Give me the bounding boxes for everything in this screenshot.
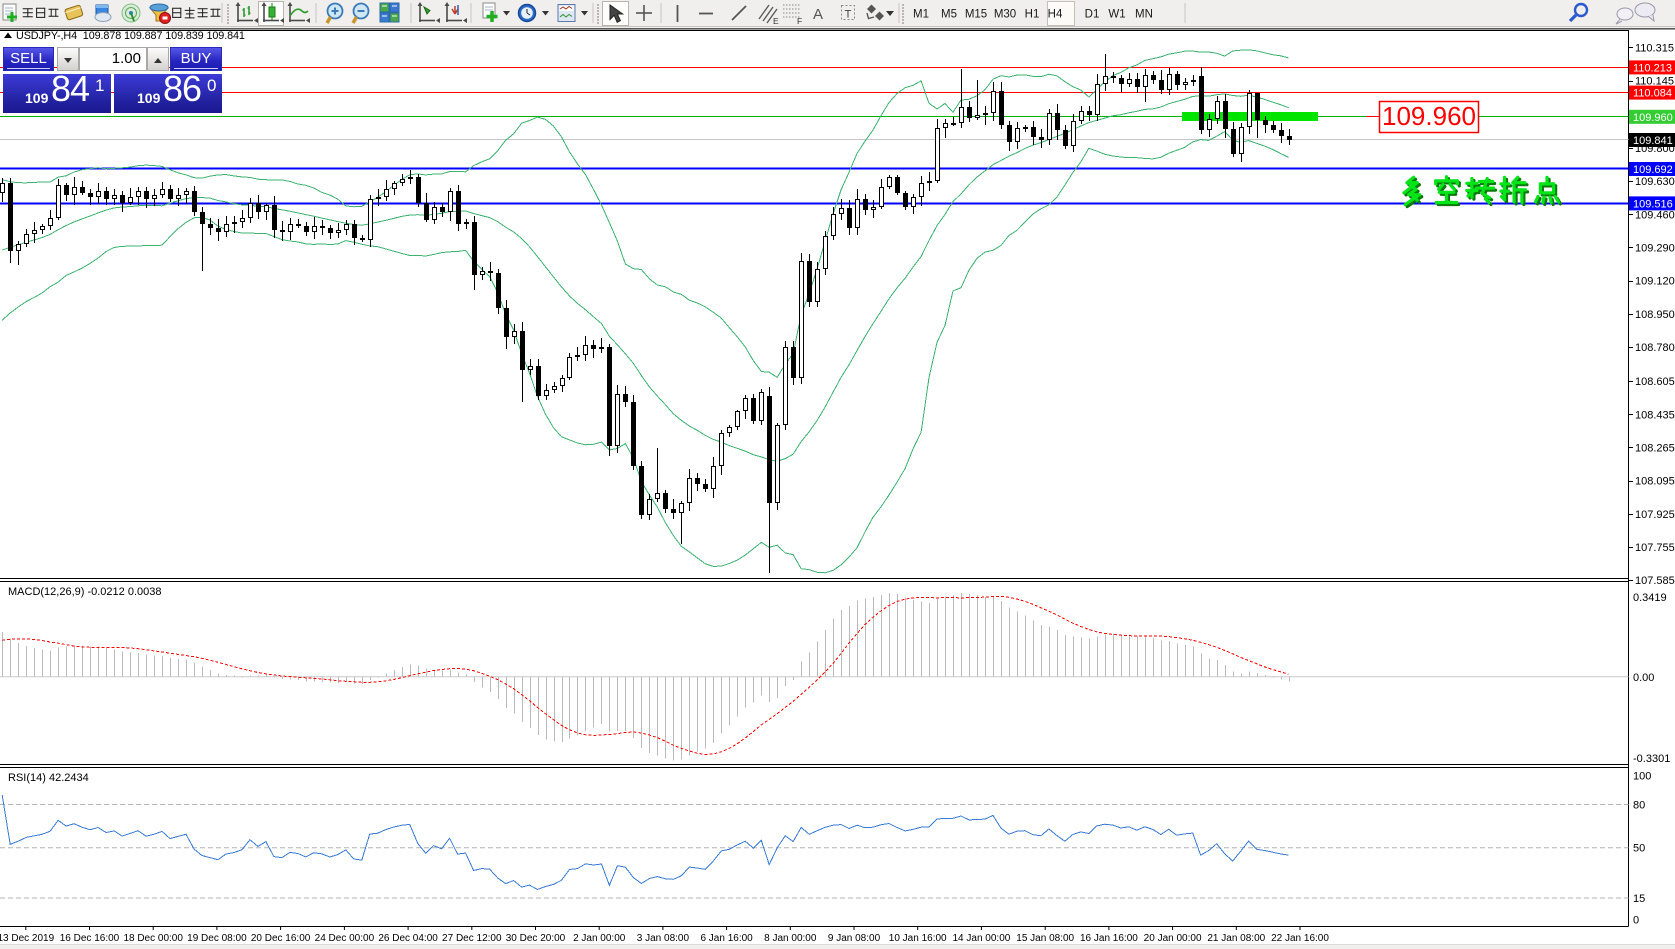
svg-text:19 Dec 08:00: 19 Dec 08:00 (187, 933, 247, 944)
svg-text:26 Dec 04:00: 26 Dec 04:00 (378, 933, 438, 944)
svg-text:80: 80 (1633, 800, 1645, 812)
svg-text:107.585: 107.585 (1635, 575, 1675, 587)
svg-text:109.120: 109.120 (1635, 276, 1675, 288)
svg-text:107.925: 107.925 (1635, 509, 1675, 521)
svg-text:0.00: 0.00 (1633, 672, 1654, 684)
svg-text:M15: M15 (965, 9, 987, 21)
svg-text:24 Dec 00:00: 24 Dec 00:00 (315, 933, 375, 944)
svg-text:109.841: 109.841 (1633, 135, 1673, 147)
svg-text:107.755: 107.755 (1635, 542, 1675, 554)
svg-text:108.435: 108.435 (1635, 409, 1675, 421)
svg-text:3 Jan 08:00: 3 Jan 08:00 (637, 933, 690, 944)
svg-text:T: T (845, 9, 852, 21)
svg-text:9 Jan 08:00: 9 Jan 08:00 (828, 933, 881, 944)
svg-text:108.605: 108.605 (1635, 376, 1675, 388)
svg-text:108.950: 108.950 (1635, 309, 1675, 321)
svg-text:22 Jan 16:00: 22 Jan 16:00 (1271, 933, 1329, 944)
svg-text:F: F (797, 16, 802, 26)
svg-text:108.095: 108.095 (1635, 476, 1675, 488)
svg-text:W1: W1 (1108, 9, 1125, 21)
svg-text:109.630: 109.630 (1635, 176, 1675, 188)
svg-text:M1: M1 (913, 9, 929, 21)
svg-text:E: E (773, 16, 779, 26)
svg-text:-0.3301: -0.3301 (1633, 753, 1670, 765)
svg-text:0.3419: 0.3419 (1633, 592, 1667, 604)
svg-text:109.960: 109.960 (1633, 112, 1673, 124)
svg-text:18 Dec 00:00: 18 Dec 00:00 (123, 933, 183, 944)
svg-text:D1: D1 (1085, 9, 1100, 21)
svg-text:30 Dec 20:00: 30 Dec 20:00 (506, 933, 566, 944)
svg-text:H4: H4 (1048, 9, 1063, 21)
svg-text:M30: M30 (994, 9, 1016, 21)
svg-text:13 Dec 2019: 13 Dec 2019 (0, 933, 55, 944)
svg-text:20 Dec 16:00: 20 Dec 16:00 (251, 933, 311, 944)
svg-text:110.315: 110.315 (1635, 43, 1674, 55)
svg-text:21 Jan 08:00: 21 Jan 08:00 (1207, 933, 1265, 944)
svg-text:16 Dec 16:00: 16 Dec 16:00 (60, 933, 120, 944)
svg-text:10 Jan 16:00: 10 Jan 16:00 (889, 933, 947, 944)
svg-text:109.516: 109.516 (1633, 198, 1673, 210)
svg-text:6 Jan 16:00: 6 Jan 16:00 (700, 933, 753, 944)
svg-text:14 Jan 00:00: 14 Jan 00:00 (952, 933, 1010, 944)
svg-text:MACD(12,26,9) -0.0212 0.0038: MACD(12,26,9) -0.0212 0.0038 (8, 586, 161, 598)
svg-text:109.460: 109.460 (1635, 209, 1675, 221)
svg-text:0: 0 (1633, 915, 1639, 927)
svg-text:50: 50 (1633, 843, 1645, 855)
svg-text:109.290: 109.290 (1635, 243, 1675, 255)
svg-text:A: A (813, 6, 823, 23)
svg-text:RSI(14) 42.2434: RSI(14) 42.2434 (8, 772, 89, 784)
svg-text:MN: MN (1135, 9, 1153, 21)
svg-text:108.780: 108.780 (1635, 342, 1675, 354)
svg-text:8 Jan 00:00: 8 Jan 00:00 (764, 933, 817, 944)
svg-text:109.960: 109.960 (1382, 101, 1476, 131)
svg-text:16 Jan 16:00: 16 Jan 16:00 (1080, 933, 1138, 944)
svg-text:15 Jan 08:00: 15 Jan 08:00 (1016, 933, 1074, 944)
svg-text:109.692: 109.692 (1633, 164, 1673, 176)
svg-text:110.213: 110.213 (1633, 62, 1672, 74)
svg-text:20 Jan 00:00: 20 Jan 00:00 (1144, 933, 1202, 944)
svg-text:110.084: 110.084 (1633, 88, 1672, 100)
svg-text:2 Jan 00:00: 2 Jan 00:00 (573, 933, 626, 944)
svg-text:27 Dec 12:00: 27 Dec 12:00 (442, 933, 502, 944)
svg-text:USDJPY-,H4 109.878 109.887 10: USDJPY-,H4 109.878 109.887 109.839 109.8… (16, 30, 245, 42)
svg-text:100: 100 (1633, 771, 1651, 783)
svg-text:108.265: 108.265 (1635, 443, 1675, 455)
svg-text:110.145: 110.145 (1635, 76, 1674, 88)
svg-text:H1: H1 (1025, 9, 1040, 21)
svg-text:15: 15 (1633, 893, 1645, 905)
svg-text:M5: M5 (941, 9, 957, 21)
